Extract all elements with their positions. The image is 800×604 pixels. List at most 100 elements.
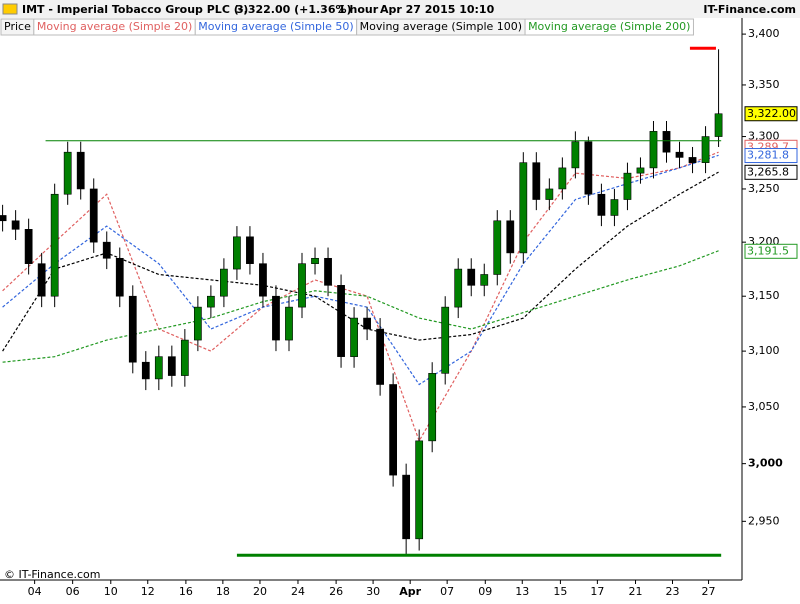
x-tick-label: 26 [329, 585, 343, 598]
y-tick-label: 3,150 [748, 289, 780, 302]
x-tick-label: 07 [440, 585, 454, 598]
x-tick-label: 23 [665, 585, 679, 598]
candle-body [298, 263, 306, 308]
legend-item[interactable]: Price [0, 18, 35, 36]
legend-label: Moving average (Simple 100) [360, 20, 522, 33]
candle-body [50, 193, 59, 297]
candle-body [128, 295, 137, 363]
candle-body [662, 131, 671, 153]
candle-body [688, 157, 697, 163]
candle-body [363, 317, 371, 330]
candle-body [532, 162, 541, 200]
menu-icon[interactable] [2, 3, 18, 15]
price-label-box [744, 243, 798, 259]
candle-body [115, 257, 124, 297]
x-tick-label: 10 [104, 585, 118, 598]
candle-body [63, 151, 72, 195]
x-tick-label: 12 [141, 585, 155, 598]
legend-item[interactable]: Moving average (Simple 200) [524, 18, 694, 36]
price-label-box [744, 106, 798, 122]
candle-body [558, 167, 567, 190]
y-tick-label: 3,250 [748, 182, 780, 195]
symbol: IMT - Imperial Tobacco Group PLC (-) [22, 3, 248, 16]
candle-body [102, 241, 111, 259]
site[interactable]: IT-Finance.com [703, 3, 796, 16]
candle-body [167, 356, 176, 376]
candle-body [37, 263, 46, 297]
legend-item[interactable]: Moving average (Simple 20) [33, 18, 196, 36]
candle-body [285, 306, 293, 341]
legend-label: Moving average (Simple 20) [37, 20, 192, 33]
legend-label: Moving average (Simple 200) [528, 20, 690, 33]
moving-average-line [2, 151, 719, 443]
y-tick-label: 3,300 [748, 130, 780, 143]
candle-body [376, 328, 384, 385]
legend-item[interactable]: Moving average (Simple 100) [356, 18, 526, 36]
y-tick-label: 2,950 [748, 514, 780, 527]
candle-body [545, 188, 554, 200]
candle-body [259, 263, 267, 297]
price-label: 3,322.00 [747, 107, 796, 120]
candle-body [636, 167, 645, 174]
candle-body [324, 257, 332, 286]
x-tick-label: 27 [702, 585, 716, 598]
candle-body [350, 317, 358, 357]
candle-body [402, 474, 411, 540]
candle-body [597, 193, 606, 216]
header: IMT - Imperial Tobacco Group PLC (-) 3,3… [2, 3, 796, 16]
candle-body [233, 236, 241, 270]
x-tick-label: 13 [515, 585, 529, 598]
x-tick-label: 06 [66, 585, 80, 598]
x-tick-label: 16 [179, 585, 193, 598]
candle-body [584, 141, 593, 195]
candle-body [0, 215, 7, 222]
price-label-box [744, 148, 798, 164]
date: Apr 27 2015 10:10 [380, 3, 495, 16]
candle-body [506, 220, 515, 254]
candle-body [246, 236, 254, 264]
x-tick-label: 04 [28, 585, 42, 598]
candle-body [610, 199, 619, 216]
y-tick-label: 3,400 [748, 27, 780, 40]
candle-body [649, 131, 658, 169]
watermark: © IT-Finance.com [4, 568, 101, 581]
candle-body [389, 384, 398, 476]
candle-body [207, 295, 215, 308]
candle-body [11, 220, 20, 230]
x-tick-label: Apr [399, 585, 421, 598]
price-label: 3,281.8 [747, 149, 789, 162]
y-tick-label: 3,050 [748, 400, 780, 413]
quote: 3,322.00 (+1.36%) [236, 3, 352, 16]
candle-body [311, 257, 319, 264]
y-tick-label: 3,350 [748, 78, 780, 91]
legend-item[interactable]: Moving average (Simple 50) [194, 18, 358, 36]
candle-body [467, 268, 476, 286]
candle-body [180, 339, 189, 376]
candle-body [701, 136, 710, 163]
candle-body [571, 141, 580, 169]
candle-body [714, 113, 723, 137]
candle-body [24, 229, 33, 264]
candle-body [519, 162, 528, 254]
y-tick-label: 3,100 [748, 344, 780, 357]
period: 1 hour [338, 3, 379, 16]
candle-body [675, 151, 684, 158]
candle-body [272, 295, 280, 341]
x-tick-label: 20 [253, 585, 267, 598]
price-label: 3,191.5 [747, 244, 789, 257]
candle-body [623, 172, 632, 200]
candle-body [220, 268, 228, 297]
candle-body [154, 356, 163, 380]
candle-body [454, 268, 463, 308]
header-bar [0, 0, 800, 18]
y-tick-label: 3,000 [748, 457, 783, 470]
x-tick-label: 17 [590, 585, 604, 598]
x-tick-label: 18 [216, 585, 230, 598]
x-tick-label: 21 [629, 585, 643, 598]
legend-box [524, 18, 694, 36]
price-label-box [744, 164, 798, 180]
candle-body [441, 306, 450, 374]
candle-body [193, 306, 202, 341]
candle-body [415, 440, 424, 540]
